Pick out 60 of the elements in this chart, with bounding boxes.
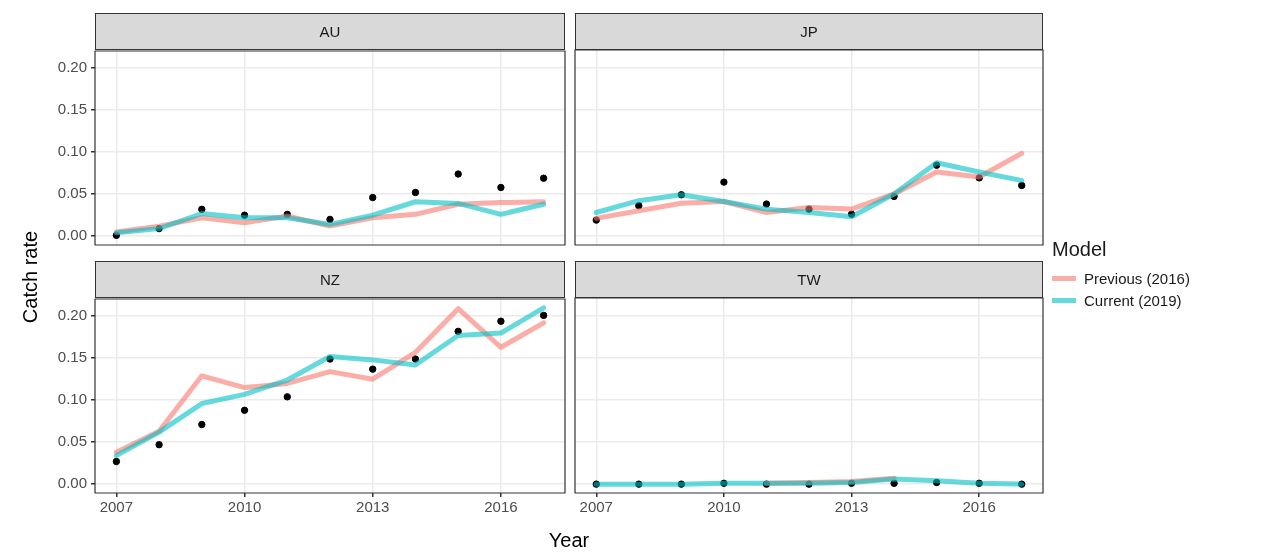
point xyxy=(198,205,206,214)
y-tick-label: 0.20 xyxy=(57,58,87,76)
point xyxy=(326,215,334,224)
point xyxy=(720,178,728,186)
point xyxy=(283,393,291,401)
point xyxy=(677,191,686,199)
legend-label: Current (2019) xyxy=(1084,291,1182,309)
point xyxy=(890,192,898,201)
point xyxy=(112,457,121,466)
chart-title: AU xyxy=(95,13,565,50)
point xyxy=(369,365,377,373)
point xyxy=(592,216,600,224)
point xyxy=(326,355,334,363)
y-tick-label: 0.10 xyxy=(57,390,87,408)
x-tick-label: 2013 xyxy=(356,498,390,516)
point xyxy=(240,211,249,219)
x-tick-label: 2016 xyxy=(484,498,518,516)
point xyxy=(1018,181,1026,190)
point xyxy=(112,231,121,240)
point xyxy=(975,174,983,182)
point xyxy=(155,441,163,449)
y-tick-label: 0.15 xyxy=(57,100,87,118)
y-tick-label: 0.20 xyxy=(57,306,87,324)
x-tick-label: 2016 xyxy=(962,498,996,516)
point xyxy=(369,193,377,202)
y-tick-label: 0.00 xyxy=(57,474,87,492)
x-tick-label: 2010 xyxy=(227,498,262,516)
point xyxy=(762,200,771,208)
chart-title: JP xyxy=(575,13,1043,50)
x-tick-label: 2007 xyxy=(99,498,134,516)
point xyxy=(411,188,420,197)
y-tick-label: 0.10 xyxy=(57,142,87,160)
y-tick-label: 0.05 xyxy=(57,184,87,202)
y-tick-label: 0.15 xyxy=(57,348,87,366)
chart-title: TW xyxy=(575,261,1043,298)
x-tick-label: 2013 xyxy=(834,498,869,516)
point xyxy=(497,317,505,325)
point xyxy=(805,205,813,213)
point xyxy=(539,174,548,182)
y-tick-label: 0.05 xyxy=(57,432,87,450)
y-tick-label: 0.00 xyxy=(57,226,87,244)
point xyxy=(240,406,249,414)
point xyxy=(539,311,548,320)
x-tick-label: 2007 xyxy=(579,498,613,516)
x-axis-title: Year xyxy=(548,528,590,552)
point xyxy=(155,224,163,233)
x-tick-label: 2010 xyxy=(707,498,741,516)
point xyxy=(635,202,643,210)
legend-label: Previous (2016) xyxy=(1084,269,1190,287)
y-axis-title: Catch rate xyxy=(18,230,42,324)
point xyxy=(454,170,462,178)
point xyxy=(198,420,206,429)
chart-title: NZ xyxy=(95,261,565,298)
point xyxy=(932,161,941,169)
point xyxy=(411,355,420,363)
point xyxy=(283,210,291,219)
point xyxy=(847,210,856,218)
point xyxy=(497,183,505,192)
point xyxy=(454,327,462,336)
legend-title: Model xyxy=(1052,238,1108,261)
